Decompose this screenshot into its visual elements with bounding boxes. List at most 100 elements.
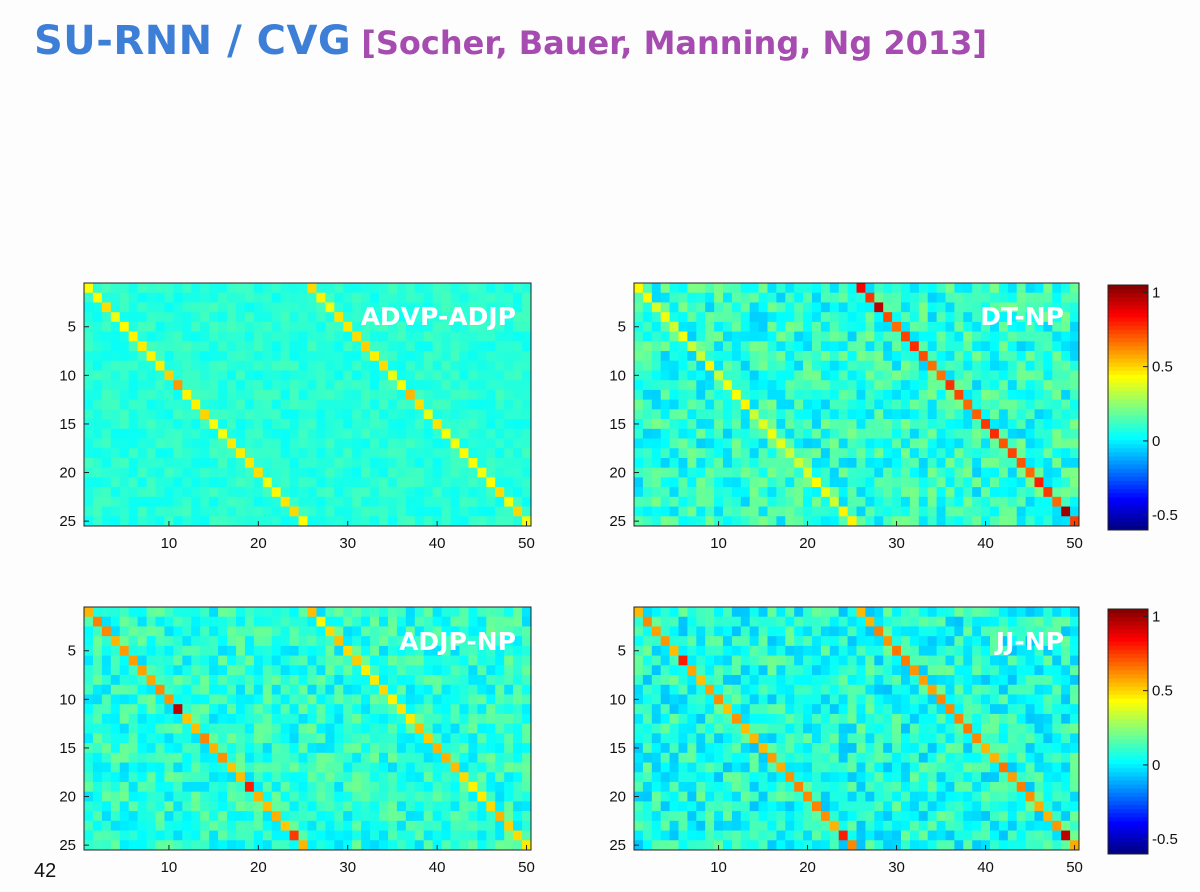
heatmap-cell [1052, 762, 1062, 773]
heatmap-cell [316, 477, 326, 488]
heatmap-cell [1061, 467, 1071, 478]
heatmap-cell [794, 467, 804, 478]
heatmap-cell [200, 370, 210, 381]
colorbar-segment [1108, 399, 1148, 404]
heatmap-cell [687, 438, 697, 449]
heatmap-cell [280, 292, 291, 303]
heatmap-cell [396, 840, 407, 851]
heatmap-cell [200, 675, 210, 686]
heatmap-cell [370, 302, 380, 313]
heatmap-cell [998, 389, 1009, 401]
heatmap-cell [812, 772, 822, 783]
heatmap-cell [334, 820, 344, 831]
heatmap-cell [749, 665, 759, 676]
heatmap-cell [200, 820, 210, 831]
heatmap-cell [191, 302, 201, 313]
heatmap-cell [271, 762, 282, 773]
heatmap-cell [918, 380, 929, 391]
x-tick-label: 30 [339, 535, 356, 552]
heatmap-cell [307, 840, 317, 851]
heatmap-cell [361, 321, 371, 332]
heatmap-cell [740, 607, 751, 618]
heatmap-cell [972, 743, 982, 754]
heatmap-cell [803, 302, 813, 313]
heatmap-cell [155, 684, 165, 695]
heatmap-cell [1007, 506, 1018, 517]
heatmap-cell [909, 723, 920, 734]
heatmap-cell [829, 704, 840, 715]
heatmap-cell [945, 477, 955, 488]
heatmap-cell [405, 752, 416, 763]
heatmap-cell [749, 467, 759, 478]
heatmap-cell [227, 477, 237, 488]
heatmap-cell [812, 331, 822, 342]
heatmap-cell [909, 487, 920, 498]
heatmap-cell [307, 321, 317, 332]
heatmap-cell [191, 655, 201, 666]
heatmap-cell [504, 811, 514, 822]
heatmap-cell [998, 801, 1009, 812]
heatmap-cell [927, 399, 937, 410]
heatmap-cell [495, 713, 505, 725]
heatmap-cell [1034, 331, 1044, 342]
heatmap-cell [1016, 616, 1026, 627]
heatmap-cell [164, 302, 174, 313]
heatmap-cell [1052, 516, 1062, 527]
heatmap-cell [696, 645, 706, 656]
heatmap-cell [998, 467, 1009, 478]
colorbar-segment [1108, 329, 1148, 335]
heatmap-cell [936, 360, 946, 371]
heatmap-cell [740, 713, 751, 725]
heatmap-cell [998, 636, 1009, 647]
heatmap-cell [954, 752, 964, 763]
heatmap-cell [829, 380, 840, 391]
heatmap-cell [110, 516, 121, 527]
heatmap-cell [191, 457, 201, 469]
heatmap-cell [280, 820, 291, 831]
heatmap-cell [963, 477, 973, 488]
heatmap-cell [468, 743, 478, 754]
heatmap-cell [865, 636, 875, 647]
heatmap-cell [678, 516, 688, 527]
heatmap-cell [865, 351, 875, 362]
heatmap-cell [990, 292, 1000, 303]
heatmap-cell [307, 341, 317, 352]
heatmap-cell [504, 781, 514, 793]
heatmap-cell [776, 723, 786, 734]
heatmap-cell [396, 496, 407, 507]
heatmap-cell [405, 830, 416, 841]
heatmap-cell [847, 477, 857, 488]
heatmap-cell [865, 655, 875, 666]
heatmap-cell [1016, 467, 1026, 478]
heatmap-cell [361, 781, 371, 793]
heatmap-cell [1070, 752, 1080, 763]
heatmap-cell [495, 428, 505, 439]
heatmap-cell [200, 380, 210, 391]
heatmap-cell [307, 331, 317, 342]
heatmap-cell [468, 830, 478, 841]
heatmap-cell [316, 409, 326, 420]
heatmap-cell [963, 438, 973, 449]
heatmap-cell [723, 704, 733, 715]
heatmap-cell [477, 626, 487, 637]
heatmap-cell [998, 811, 1009, 822]
heatmap-cell [361, 506, 371, 517]
heatmap-cell [909, 477, 920, 488]
heatmap-cell [235, 723, 246, 734]
heatmap-cell [459, 399, 469, 410]
heatmap-cell [990, 302, 1000, 313]
heatmap-cell [352, 840, 362, 851]
heatmap-cell [209, 380, 219, 391]
heatmap-cell [432, 772, 442, 783]
heatmap-cell [1052, 370, 1062, 381]
heatmap-cell [731, 752, 742, 763]
heatmap-cell [723, 399, 733, 410]
heatmap-cell [128, 684, 139, 695]
heatmap-cell [1016, 626, 1026, 637]
heatmap-cell [660, 341, 670, 352]
heatmap-cell [990, 321, 1000, 332]
heatmap-cell [92, 636, 103, 647]
heatmap-cell [998, 665, 1009, 676]
heatmap-cell [200, 438, 210, 449]
heatmap-cell [173, 743, 183, 754]
